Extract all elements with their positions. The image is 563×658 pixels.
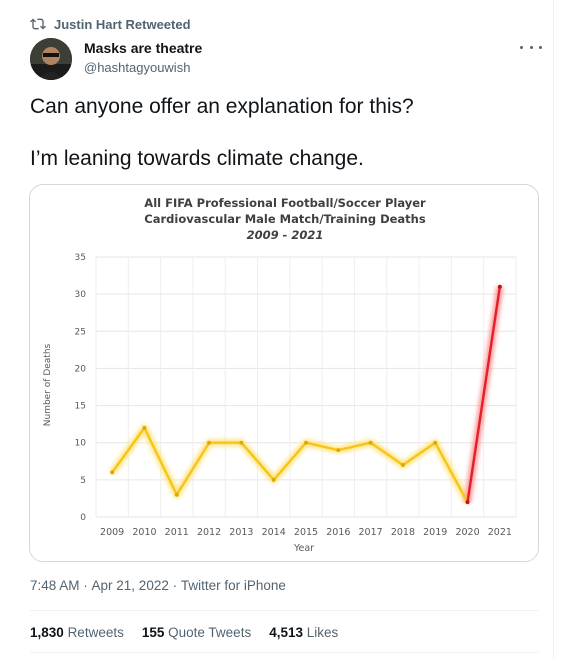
data-point [110,470,115,475]
y-axis-label: Number of Deaths [43,343,53,426]
data-point [304,440,308,445]
x-tick-label: 2018 [391,527,415,538]
x-axis-label: Year [293,543,314,554]
chart-subtitle-years: 2009 - 2021 [247,228,324,242]
y-tick-label: 5 [80,476,86,486]
x-tick-label: 2015 [294,527,318,538]
tweet-text-line-1: Can anyone offer an explanation for this… [30,95,414,118]
x-tick-label: 2011 [165,527,189,538]
author-handle[interactable]: @hashtagyouwish [84,60,191,75]
data-point [271,477,276,482]
stat-quote-tweets-count: 155 [141,625,165,640]
x-tick-label: 2021 [488,527,512,538]
y-axis-ticks: 0 5 10 15 20 25 30 35 [75,253,87,523]
tweet-source[interactable]: Twitter for iPhone [180,578,286,593]
data-point [239,440,244,445]
stat-likes-count: 4,513 [269,625,303,640]
divider [30,652,539,653]
data-point [336,448,341,453]
column-border [553,0,554,658]
y-tick-label: 20 [75,364,87,374]
x-tick-label: 2019 [423,527,447,538]
retweet-label: Justin Hart Retweeted [54,16,191,32]
data-point [207,440,212,445]
stat-quote-tweets-label: Quote Tweets [168,625,252,640]
tweet-meta: 7:48 AM · Apr 21, 2022 · Twitter for iPh… [30,578,286,593]
stat-retweets-label: Retweets [67,625,124,640]
line-chart: All FIFA Professional Football/Soccer Pl… [43,196,517,554]
data-point [400,463,405,467]
tweet-time[interactable]: 7:48 AM [30,578,80,593]
data-point [465,500,470,505]
series-spike-line [466,286,502,503]
stat-likes-label: Likes [306,625,339,640]
y-tick-label: 35 [75,253,86,263]
y-tick-label: 15 [75,402,86,412]
y-tick-label: 30 [75,290,87,300]
avatar[interactable] [30,38,72,80]
x-tick-label: 2017 [359,527,383,538]
data-point [368,440,373,445]
series-line [111,426,469,503]
x-tick-label: 2016 [326,527,350,538]
y-tick-label: 25 [75,327,86,337]
tweet-media-chart[interactable]: All FIFA Professional Football/Soccer Pl… [29,184,539,562]
meta-separator-2: · [168,578,181,593]
x-tick-label: 2009 [100,527,124,538]
data-point [142,425,147,430]
data-point [433,440,438,445]
tweet-stats: 1,830 Retweets 155 Quote Tweets 4,513 Li… [30,625,356,640]
x-tick-label: 2010 [132,527,156,538]
x-tick-label: 2014 [262,527,286,538]
x-axis-ticks: 2009 2010 2011 2012 2013 2014 2015 2016 2017 2018… [100,527,512,538]
y-tick-label: 0 [80,513,86,523]
y-tick-label: 10 [75,439,87,449]
stat-retweets-count: 1,830 [30,625,64,640]
x-tick-label: 2013 [229,527,253,538]
avatar-image [30,38,72,80]
x-tick-label: 2012 [197,527,221,538]
chart-grid [95,256,517,518]
data-point [174,492,179,497]
author-name[interactable]: Masks are theatre [84,40,203,56]
tweet-date[interactable]: Apr 21, 2022 [91,578,169,593]
chart-subtitle: Cardiovascular Male Match/Training Death… [144,212,426,226]
chart-series [109,284,504,505]
retweet-context[interactable]: Justin Hart Retweeted [30,16,191,32]
stat-likes[interactable]: 4,513 Likes [269,625,338,640]
stat-retweets[interactable]: 1,830 Retweets [30,625,124,640]
divider [30,610,539,611]
retweet-icon [30,18,46,30]
x-tick-label: 2020 [455,527,479,538]
tweet-text-line-2: I’m leaning towards climate change. [30,147,364,170]
more-icon[interactable] [520,40,542,54]
chart-title: All FIFA Professional Football/Soccer Pl… [144,196,426,210]
meta-separator-1: · [79,578,92,593]
data-point [497,284,502,289]
stat-quote-tweets[interactable]: 155 Quote Tweets [142,625,251,640]
